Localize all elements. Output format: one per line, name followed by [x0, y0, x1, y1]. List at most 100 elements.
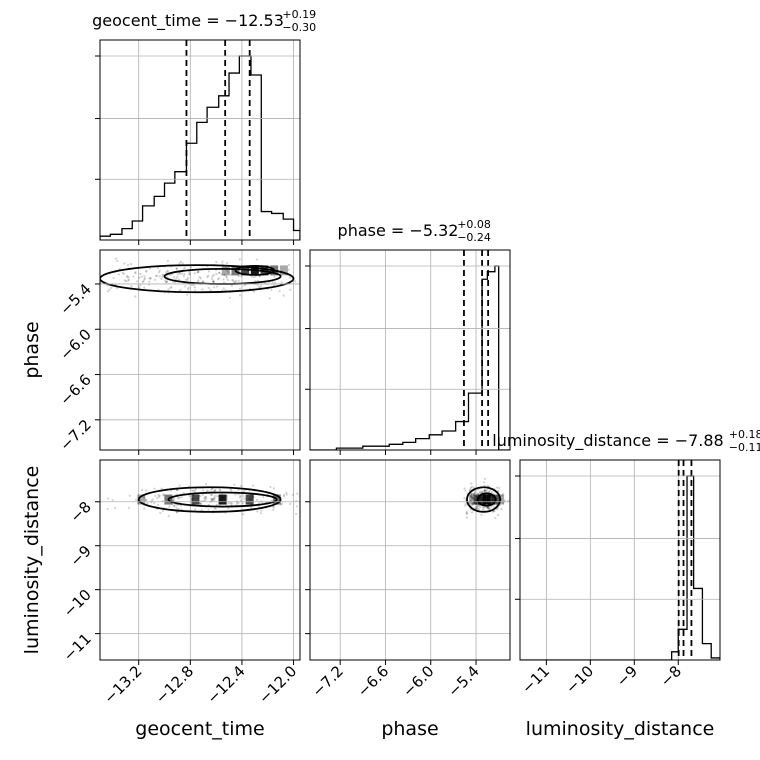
- density-cell: [299, 494, 300, 505]
- scatter-point: [170, 273, 173, 276]
- scatter-point: [148, 267, 151, 270]
- scatter-point: [207, 270, 211, 273]
- scatter-point: [196, 271, 199, 274]
- scatter-point: [480, 513, 483, 516]
- scatter-point: [473, 491, 476, 494]
- titles-group: geocent_time = −12.53+0.19−0.30 phase = −…: [92, 8, 760, 454]
- scatter-point: [213, 494, 217, 498]
- scatter-point: [149, 277, 152, 280]
- contour-line: [476, 492, 497, 507]
- scatter-point: [252, 484, 255, 487]
- scatter-point: [144, 498, 147, 501]
- scatter-point: [165, 280, 168, 284]
- scatter-point: [232, 279, 235, 282]
- scatter-point: [474, 506, 477, 509]
- scatter-point: [220, 273, 223, 276]
- scatter-point: [222, 287, 225, 290]
- x-tick-label: −5.4: [444, 662, 482, 700]
- scatter-point: [273, 275, 276, 278]
- scatter-point: [113, 506, 117, 509]
- scatter-point: [211, 498, 214, 501]
- scatter-point: [465, 516, 469, 519]
- scatter-point: [204, 495, 207, 498]
- scatter-point: [238, 258, 241, 261]
- scatter-point: [175, 267, 178, 270]
- scatter-point: [486, 506, 489, 509]
- scatter-point: [161, 509, 165, 513]
- title-geocent_time: geocent_time = −12.53+0.19−0.30: [92, 8, 316, 34]
- panel-frame: [99, 249, 301, 451]
- scatter-point: [483, 477, 486, 481]
- scatter-point: [215, 503, 218, 506]
- scatter-point: [465, 510, 468, 513]
- scatter-point: [222, 278, 225, 281]
- scatter-point: [243, 490, 246, 493]
- scatter-point: [469, 494, 473, 498]
- scatter-point: [225, 276, 228, 279]
- scatter-point: [269, 485, 272, 489]
- scatter-point: [199, 502, 202, 505]
- scatter-point: [242, 513, 245, 516]
- scatter-point: [215, 272, 218, 276]
- scatter-point: [145, 498, 148, 502]
- scatter-point: [488, 489, 491, 492]
- density-cell: [487, 494, 496, 505]
- scatter-point: [164, 271, 168, 274]
- scatter-point: [469, 488, 472, 491]
- scatter-point: [218, 271, 221, 274]
- panels-group: −7.2−6.6−6.0−5.4−13.2 −12.8 −12.4 −12.0−11−…: [51, 39, 721, 707]
- scatter-point: [260, 284, 263, 287]
- scatter-point: [184, 278, 188, 281]
- scatter-point: [479, 506, 482, 509]
- x-tick-label: −13.2: [100, 662, 145, 707]
- scatter-point: [148, 277, 151, 280]
- scatter-point: [496, 513, 500, 517]
- x-tick-label: −8: [657, 662, 685, 690]
- scatter-point: [473, 492, 476, 495]
- scatter-point: [154, 494, 157, 498]
- scatter-point: [143, 278, 146, 281]
- panel-luminosity_distance-luminosity_distance: −11 −10 −9 −8: [515, 459, 721, 697]
- scatter-point: [193, 286, 196, 289]
- scatter-point: [465, 512, 468, 515]
- scatter-point: [140, 488, 144, 492]
- scatter-point: [288, 276, 292, 279]
- scatter-point: [210, 277, 214, 280]
- scatter-point: [129, 263, 133, 266]
- scatter-point: [182, 275, 185, 278]
- scatter-point: [212, 286, 216, 289]
- scatter-point: [312, 278, 314, 280]
- scatter-point: [176, 273, 179, 276]
- scatter-point: [227, 502, 230, 505]
- scatter-point: [197, 270, 200, 273]
- title-luminosity_distance: luminosity_distance = −7.88 +0.18−0.11: [492, 428, 760, 454]
- x-tick-label: −6.0: [399, 662, 437, 700]
- scatter-point: [305, 273, 307, 275]
- scatter-point: [470, 496, 473, 499]
- scatter-point: [464, 489, 467, 492]
- scatter-point: [143, 277, 146, 280]
- x-tick-label: −12.8: [152, 662, 197, 707]
- scatter-point: [106, 507, 109, 511]
- contour-line: [137, 486, 282, 513]
- title-minus: −0.30: [282, 21, 316, 34]
- scatter-point: [178, 262, 181, 265]
- scatter-point: [108, 288, 111, 291]
- scatter-point: [282, 294, 285, 297]
- scatter-point: [289, 502, 292, 506]
- scatter-point: [172, 497, 176, 500]
- scatter-point: [199, 277, 202, 280]
- scatter-point: [216, 494, 219, 498]
- scatter-point: [139, 272, 142, 276]
- scatter-point: [51, 286, 53, 288]
- scatter-point: [234, 493, 237, 496]
- scatter-point: [140, 275, 143, 278]
- scatter-point: [158, 269, 161, 272]
- scatter-point: [174, 278, 178, 281]
- scatter-point: [144, 489, 148, 492]
- density-cell: [241, 265, 250, 276]
- scatter-point: [97, 272, 99, 274]
- scatter-point: [487, 506, 490, 509]
- y-tick-label: −10: [60, 586, 95, 621]
- scatter-point: [218, 489, 222, 492]
